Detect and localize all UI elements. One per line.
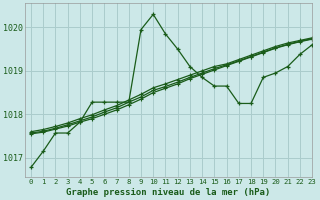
- X-axis label: Graphe pression niveau de la mer (hPa): Graphe pression niveau de la mer (hPa): [66, 188, 271, 197]
